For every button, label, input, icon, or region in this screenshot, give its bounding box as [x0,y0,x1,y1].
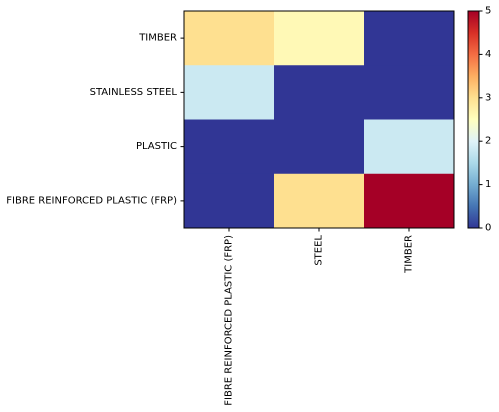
heatmap-cell [184,65,275,120]
y-tick-label: FIBRE REINFORCED PLASTIC (FRP) [6,195,177,206]
heatmap-cell [274,65,365,120]
heatmap-cell [184,11,275,66]
colorbar-tick-label: 4 [485,49,491,60]
heatmap-cell [364,119,455,175]
x-tick-label: FIBRE REINFORCED PLASTIC (FRP) [224,235,235,406]
colorbar-tick-label: 5 [485,6,491,17]
y-tick-label: TIMBER [138,33,177,44]
heatmap-cell [364,11,455,66]
x-tick-label: TIMBER [404,235,415,274]
colorbar: 0 1 2 3 4 5 [467,6,491,234]
heatmap-cell [274,173,365,229]
heatmap-cell [184,173,275,229]
heatmap-cell [274,11,365,66]
x-tick-label: STEEL [314,235,325,266]
heatmap-cell [184,119,275,175]
heatmap-cells [184,11,455,229]
heatmap-cell [364,173,455,229]
colorbar-tick-label: 2 [485,136,491,147]
heatmap-cell [274,119,365,175]
y-tick-label: STAINLESS STEEL [90,87,178,98]
y-tick-label: PLASTIC [136,141,177,152]
colorbar-tick-label: 1 [485,179,491,190]
x-axis: FIBRE REINFORCED PLASTIC (FRP) STEEL TIMBE… [224,228,415,406]
colorbar-frame [467,10,480,229]
heatmap-cell [364,65,455,120]
colorbar-tick-label: 3 [485,92,491,103]
colorbar-gradient [468,11,479,228]
y-axis: TIMBER STAINLESS STEEL PLASTIC FIBRE REINFO… [6,33,184,206]
colorbar-tick-label: 0 [485,223,491,234]
